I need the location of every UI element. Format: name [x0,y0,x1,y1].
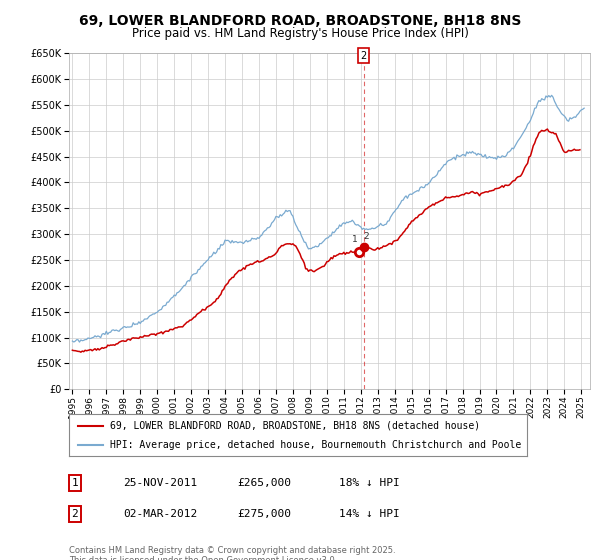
Text: 14% ↓ HPI: 14% ↓ HPI [339,509,400,519]
Text: 25-NOV-2011: 25-NOV-2011 [123,478,197,488]
Text: £275,000: £275,000 [237,509,291,519]
Text: 1: 1 [71,478,79,488]
Text: Price paid vs. HM Land Registry's House Price Index (HPI): Price paid vs. HM Land Registry's House … [131,27,469,40]
Text: 1: 1 [352,235,358,245]
Text: 2: 2 [361,51,367,61]
Text: 2: 2 [71,509,79,519]
Text: 02-MAR-2012: 02-MAR-2012 [123,509,197,519]
Text: 69, LOWER BLANDFORD ROAD, BROADSTONE, BH18 8NS: 69, LOWER BLANDFORD ROAD, BROADSTONE, BH… [79,14,521,28]
Text: 69, LOWER BLANDFORD ROAD, BROADSTONE, BH18 8NS (detached house): 69, LOWER BLANDFORD ROAD, BROADSTONE, BH… [110,421,481,431]
Text: 2: 2 [363,232,369,241]
Text: Contains HM Land Registry data © Crown copyright and database right 2025.
This d: Contains HM Land Registry data © Crown c… [69,546,395,560]
Text: HPI: Average price, detached house, Bournemouth Christchurch and Poole: HPI: Average price, detached house, Bour… [110,440,521,450]
Text: 18% ↓ HPI: 18% ↓ HPI [339,478,400,488]
Text: £265,000: £265,000 [237,478,291,488]
